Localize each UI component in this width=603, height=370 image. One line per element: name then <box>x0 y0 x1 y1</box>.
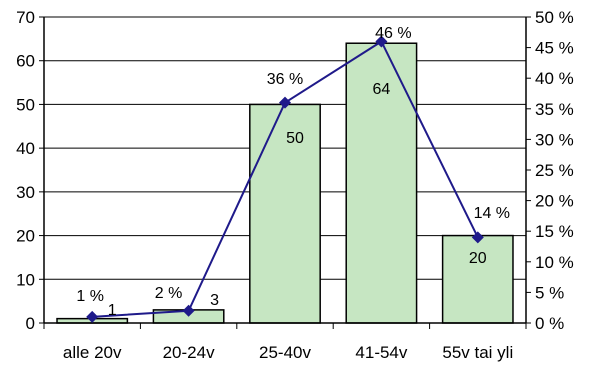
category-label: alle 20v <box>63 343 122 362</box>
right-tick-label: 20 % <box>535 192 574 211</box>
category-label: 41-54v <box>355 343 407 362</box>
right-tick-label: 45 % <box>535 39 574 58</box>
right-tick-label: 25 % <box>535 161 574 180</box>
data-point-marker <box>375 35 388 48</box>
right-tick-label: 35 % <box>535 100 574 119</box>
bar-value-labels: 1 3 50 64 20 <box>108 81 487 319</box>
data-point-marker <box>471 231 484 244</box>
left-tick-label: 10 <box>16 270 35 289</box>
bar-value-label: 50 <box>286 130 304 147</box>
right-tick-label: 10 % <box>535 253 574 272</box>
data-point-marker <box>279 96 291 109</box>
left-tick-label: 50 <box>16 95 35 114</box>
left-axis-ticks: 0 10 20 30 40 50 60 70 <box>16 8 44 333</box>
left-tick-label: 40 <box>16 139 35 158</box>
left-tick-label: 20 <box>16 227 35 246</box>
left-tick-label: 70 <box>16 8 35 27</box>
right-tick-label: 30 % <box>535 130 574 149</box>
right-tick-label: 0 % <box>535 314 564 333</box>
bar-value-label: 20 <box>469 250 487 267</box>
percentage-label: 46 % <box>375 25 411 42</box>
percentage-label: 36 % <box>267 71 303 88</box>
bar-value-label: 3 <box>210 292 219 309</box>
percentage-label: 14 % <box>474 205 510 222</box>
data-point-marker <box>182 304 195 317</box>
percentage-labels: 1 % 2 % 36 % 46 % 14 % <box>76 25 510 305</box>
percentage-label: 2 % <box>155 285 183 302</box>
right-tick-label: 40 % <box>535 69 574 88</box>
left-tick-label: 30 <box>16 183 35 202</box>
right-tick-label: 5 % <box>535 283 564 302</box>
percentage-line <box>86 35 484 323</box>
category-label: 55v tai yli <box>442 343 513 362</box>
category-label: 25-40v <box>259 343 311 362</box>
category-label: 20-24v <box>163 343 215 362</box>
percentage-label: 1 % <box>76 288 104 305</box>
right-tick-label: 15 % <box>535 222 574 241</box>
bar-value-label: 1 <box>108 302 117 319</box>
bar-value-label: 64 <box>373 81 391 98</box>
right-axis-ticks: 0 % 5 % 10 % 15 % 20 % 25 % 30 % 35 % 40 % 45 % 50… <box>526 8 574 333</box>
bar <box>441 234 514 324</box>
left-tick-label: 60 <box>16 52 35 71</box>
bar <box>249 103 321 324</box>
right-tick-label: 50 % <box>535 8 574 27</box>
left-tick-label: 0 <box>26 314 35 333</box>
data-point-marker <box>86 310 99 323</box>
category-labels: alle 20v 20-24v 25-40v 41-54v 55v tai yli <box>63 343 513 362</box>
